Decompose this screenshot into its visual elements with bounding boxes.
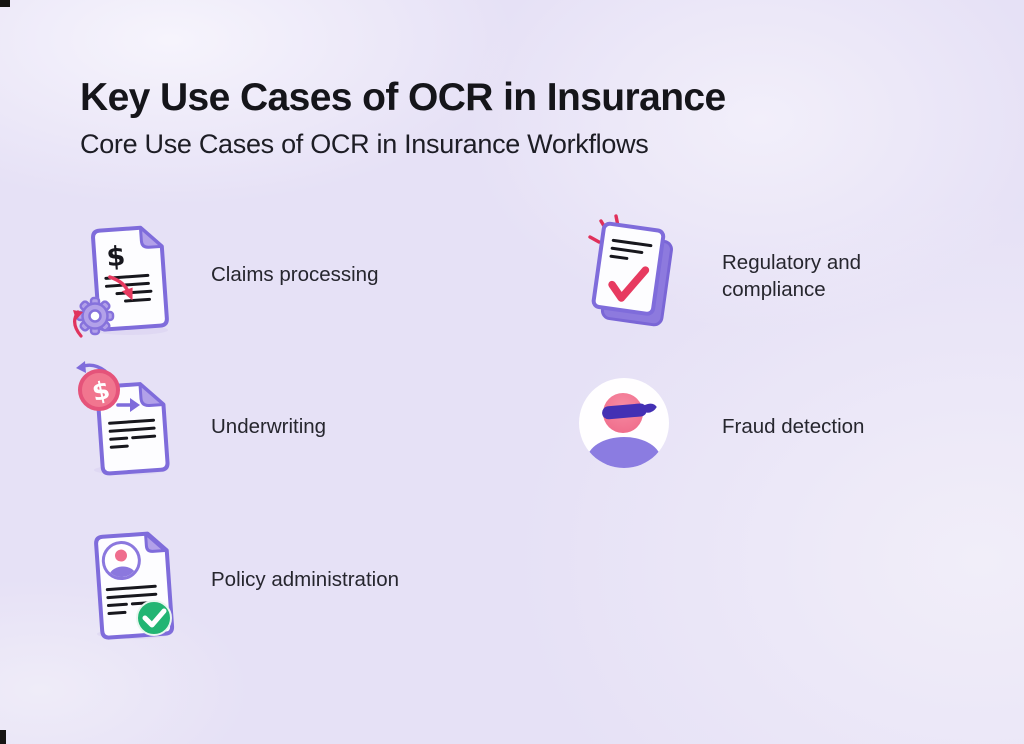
- corner-artifact: [0, 0, 10, 7]
- claims-processing-document-gear-icon: $: [70, 220, 180, 343]
- svg-text:$: $: [89, 375, 112, 407]
- underwriting-document-dollar-coin-icon: $: [68, 358, 178, 481]
- use-case-label: Claims processing: [211, 263, 379, 286]
- use-case-item-fraud-detection: Fraud detection: [577, 376, 997, 476]
- use-case-item-claims-processing: $: [70, 220, 490, 350]
- regulatory-compliance-checkmark-documents-icon: [575, 210, 685, 333]
- use-case-label: Fraud detection: [722, 415, 865, 438]
- use-case-label: Policy administration: [211, 568, 399, 591]
- corner-artifact: [0, 730, 6, 744]
- svg-text:$: $: [105, 241, 126, 273]
- policy-administration-document-check-icon: [75, 522, 185, 645]
- use-case-item-policy-administration: Policy administration: [75, 522, 495, 652]
- fraud-detection-blindfolded-person-icon: [577, 376, 671, 475]
- use-case-item-regulatory-compliance: Regulatory and compliance: [575, 210, 995, 340]
- use-case-item-underwriting: $ Underwriting: [68, 358, 488, 488]
- page-subtitle: Core Use Cases of OCR in Insurance Workf…: [80, 129, 649, 159]
- use-case-label: Regulatory and compliance: [722, 251, 862, 301]
- use-case-label: Underwriting: [211, 415, 327, 438]
- page-title: Key Use Cases of OCR in Insurance: [80, 76, 726, 119]
